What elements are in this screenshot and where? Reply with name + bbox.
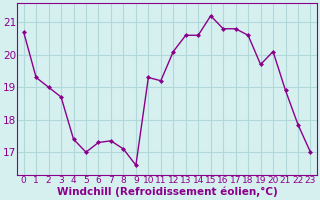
X-axis label: Windchill (Refroidissement éolien,°C): Windchill (Refroidissement éolien,°C): [57, 187, 277, 197]
